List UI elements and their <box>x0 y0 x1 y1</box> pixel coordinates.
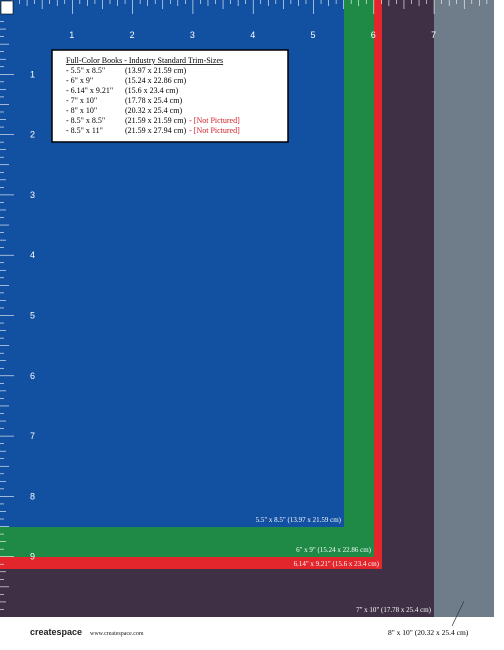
ruler-label: 7 <box>30 431 35 441</box>
legend-metric: (13.97 x 21.59 cm) <box>125 66 186 75</box>
legend-note: - [Not Pictured] <box>189 116 240 125</box>
ruler-label: 4 <box>250 30 255 40</box>
legend-size: - 6.14" x 9.21" <box>66 86 113 95</box>
legend-metric: (21.59 x 21.59 cm) - [Not Pictured] <box>125 116 240 125</box>
legend-metric-text: (15.6 x 23.4 cm) <box>125 86 178 95</box>
legend-metric-text: (20.32 x 25.4 cm) <box>125 106 182 115</box>
legend-metric-text: (21.59 x 27.94 cm) <box>125 126 186 135</box>
footer-url: www.createspace.com <box>90 631 144 637</box>
ruler-label: 5 <box>311 30 316 40</box>
legend-metric-text: (15.24 x 22.86 cm) <box>125 76 186 85</box>
legend-note: - [Not Pictured] <box>189 126 240 135</box>
legend-size: - 7" x 10" <box>66 96 97 105</box>
legend-metric: (15.24 x 22.86 cm) <box>125 76 186 85</box>
footer-logo: createspace <box>30 627 82 637</box>
ruler-label: 7 <box>431 30 436 40</box>
trim-label: 6.14" x 9.21" (15.6 x 23.4 cm) <box>294 560 380 568</box>
ruler-label: 1 <box>30 69 35 79</box>
legend-rows: - 5.5" x 8.5" (13.97 x 21.59 cm) - 6" x 9"… <box>66 66 240 135</box>
legend-metric: (21.59 x 27.94 cm) - [Not Pictured] <box>125 126 240 135</box>
legend-size: - 5.5" x 8.5" <box>66 66 105 75</box>
legend-metric-text: (13.97 x 21.59 cm) <box>125 66 186 75</box>
trim-label: 5.5" x 8.5" (13.97 x 21.59 cm) <box>256 516 342 524</box>
origin-box <box>0 0 14 15</box>
legend-metric: (17.78 x 25.4 cm) <box>125 96 182 105</box>
ruler-label: 9 <box>30 552 35 562</box>
ruler-label: 4 <box>30 250 35 260</box>
legend-box <box>51 49 289 143</box>
ruler-label: 6 <box>30 371 35 381</box>
ruler-label: 5 <box>30 311 35 321</box>
trim-label: 6" x 9" (15.24 x 22.86 cm) <box>296 546 372 554</box>
legend-metric: (15.6 x 23.4 cm) <box>125 86 178 95</box>
ruler-label: 3 <box>30 190 35 200</box>
ruler-label: 6 <box>371 30 376 40</box>
ruler-label: 3 <box>190 30 195 40</box>
legend-size: - 8.5" x 8.5" <box>66 116 105 125</box>
legend-size: - 8.5" x 11" <box>66 126 103 135</box>
legend-size: - 8" x 10" <box>66 106 97 115</box>
trim-label: 7" x 10" (17.78 x 25.4 cm) <box>356 606 432 614</box>
ruler: 01234567123456789 <box>0 0 488 610</box>
pointer-line <box>451 600 465 627</box>
ruler-label: 2 <box>130 30 135 40</box>
ruler-label: 1 <box>69 30 74 40</box>
ruler-label: 2 <box>30 130 35 140</box>
legend-size: - 6" x 9" <box>66 76 93 85</box>
trim-label: 8" x 10" (20.32 x 25.4 cm) <box>388 628 469 637</box>
ruler-label: 8 <box>30 491 35 501</box>
legend-title: Full-Color Books - Industry Standard Tri… <box>66 56 223 65</box>
legend-metric: (20.32 x 25.4 cm) <box>125 106 182 115</box>
legend-metric-text: (21.59 x 21.59 cm) <box>125 116 186 125</box>
legend-metric-text: (17.78 x 25.4 cm) <box>125 96 182 105</box>
